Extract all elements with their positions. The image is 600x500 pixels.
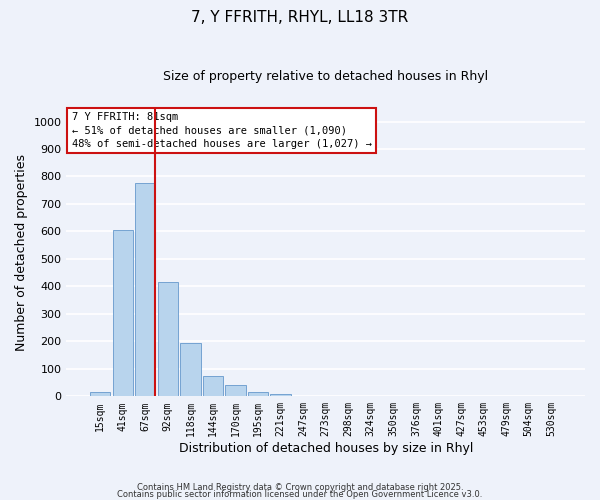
Bar <box>248 392 268 396</box>
Text: 7, Y FFRITH, RHYL, LL18 3TR: 7, Y FFRITH, RHYL, LL18 3TR <box>191 10 409 25</box>
Bar <box>158 282 178 397</box>
Y-axis label: Number of detached properties: Number of detached properties <box>15 154 28 350</box>
Bar <box>226 386 245 396</box>
Bar <box>135 184 155 396</box>
X-axis label: Distribution of detached houses by size in Rhyl: Distribution of detached houses by size … <box>179 442 473 455</box>
Bar <box>113 230 133 396</box>
Text: Contains HM Land Registry data © Crown copyright and database right 2025.: Contains HM Land Registry data © Crown c… <box>137 484 463 492</box>
Bar <box>90 392 110 396</box>
Bar <box>180 344 200 396</box>
Text: Contains public sector information licensed under the Open Government Licence v3: Contains public sector information licen… <box>118 490 482 499</box>
Text: 7 Y FFRITH: 81sqm
← 51% of detached houses are smaller (1,090)
48% of semi-detac: 7 Y FFRITH: 81sqm ← 51% of detached hous… <box>71 112 371 148</box>
Bar <box>271 394 291 396</box>
Bar <box>203 376 223 396</box>
Title: Size of property relative to detached houses in Rhyl: Size of property relative to detached ho… <box>163 70 488 83</box>
